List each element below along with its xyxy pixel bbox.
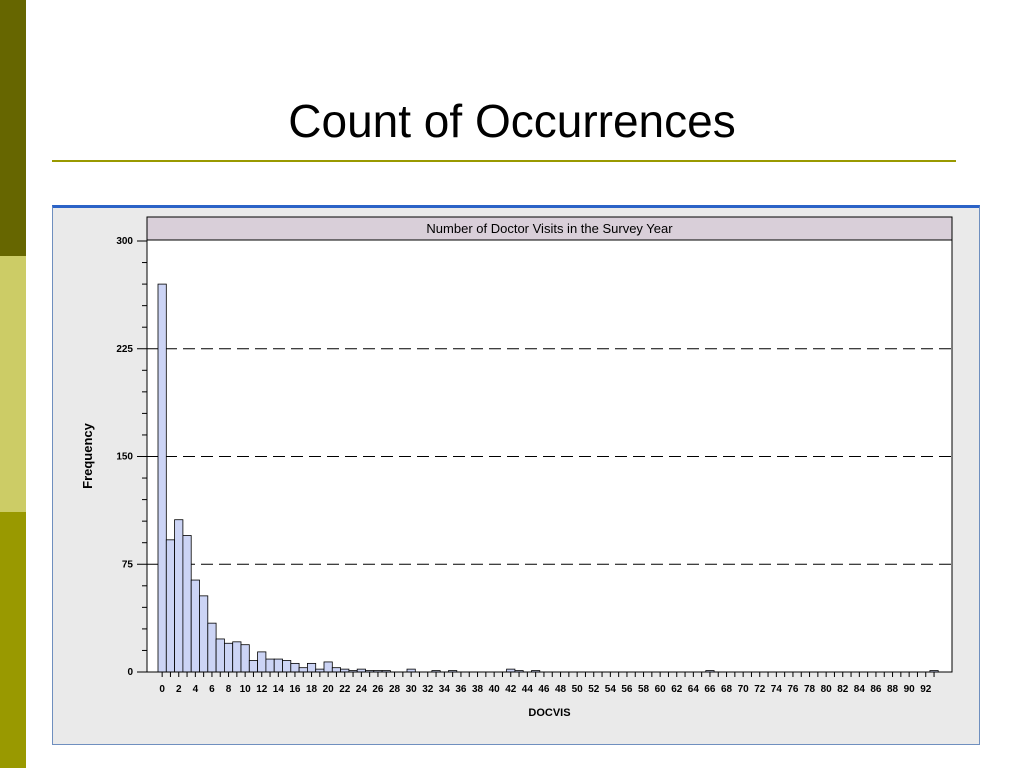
x-tick-label: 46 xyxy=(538,684,550,695)
x-tick-label: 22 xyxy=(339,684,351,695)
bar-docvis-5 xyxy=(199,595,209,673)
accent-band-middle xyxy=(0,256,26,512)
gridlines xyxy=(147,348,952,565)
x-tick-label: 20 xyxy=(323,684,335,695)
x-tick-label: 88 xyxy=(887,684,899,695)
y-tick-label: 75 xyxy=(122,559,134,570)
accent-band-top xyxy=(0,0,26,256)
bar-docvis-15 xyxy=(282,660,292,673)
x-tick-label: 82 xyxy=(837,684,849,695)
x-tick-label: 48 xyxy=(555,684,567,695)
bar-docvis-17 xyxy=(298,667,308,673)
accent-band-bottom xyxy=(0,512,26,768)
y-tick-label: 300 xyxy=(116,236,133,247)
x-tick-label: 62 xyxy=(671,684,683,695)
x-tick-label: 58 xyxy=(638,684,650,695)
x-tick-label: 24 xyxy=(356,684,368,695)
x-tick-label: 8 xyxy=(226,684,232,695)
x-tick-label: 26 xyxy=(372,684,384,695)
x-tick-label: 0 xyxy=(159,684,165,695)
y-axis-label: Frequency xyxy=(80,422,95,489)
slide-title: Count of Occurrences xyxy=(288,95,736,147)
y-tick-label: 150 xyxy=(116,452,133,463)
bar-docvis-6 xyxy=(207,622,217,673)
x-tick-label: 4 xyxy=(193,684,199,695)
bar-docvis-13 xyxy=(265,658,275,673)
x-tick-label: 50 xyxy=(572,684,584,695)
x-tick-label: 70 xyxy=(738,684,750,695)
bar-docvis-0 xyxy=(157,283,167,673)
x-tick-label: 6 xyxy=(209,684,215,695)
x-tick-label: 80 xyxy=(821,684,833,695)
x-tick-label: 92 xyxy=(920,684,932,695)
y-tick-label: 225 xyxy=(116,344,133,355)
bar-docvis-3 xyxy=(182,535,192,673)
title-underline xyxy=(52,160,956,162)
chart-title: Number of Doctor Visits in the Survey Ye… xyxy=(426,221,673,236)
x-tick-label: 32 xyxy=(422,684,434,695)
y-axis: 0 75 150 225 300 xyxy=(116,236,148,678)
x-tick-label: 40 xyxy=(489,684,501,695)
x-tick-label: 56 xyxy=(621,684,633,695)
bar-docvis-12 xyxy=(257,651,267,673)
bar-docvis-8 xyxy=(223,642,234,673)
x-tick-label: 60 xyxy=(655,684,667,695)
x-tick-label: 12 xyxy=(256,684,268,695)
bar-docvis-7 xyxy=(215,638,225,673)
x-tick-label: 76 xyxy=(787,684,799,695)
bar-docvis-20 xyxy=(323,661,333,673)
x-tick-label: 74 xyxy=(771,684,783,695)
x-tick-label: 72 xyxy=(754,684,766,695)
x-tick-label: 78 xyxy=(804,684,816,695)
x-tick-label: 42 xyxy=(505,684,517,695)
x-tick-label: 38 xyxy=(472,684,484,695)
x-tick-label: 52 xyxy=(588,684,600,695)
x-tick-label: 86 xyxy=(870,684,882,695)
x-tick-label: 90 xyxy=(904,684,916,695)
bars xyxy=(157,283,939,673)
x-tick-label: 18 xyxy=(306,684,318,695)
x-tick-label: 2 xyxy=(176,684,182,695)
bar-docvis-21 xyxy=(331,667,341,673)
plot-title-band xyxy=(146,216,953,241)
x-axis-label: DOCVIS xyxy=(528,707,570,719)
x-tick-label: 10 xyxy=(240,684,252,695)
x-tick-label: 64 xyxy=(688,684,700,695)
x-tick-label: 16 xyxy=(289,684,301,695)
bar-docvis-4 xyxy=(190,579,200,673)
x-tick-label: 36 xyxy=(455,684,467,695)
x-axis: 0 2 4 6 8 10 12 14 16 18 20 22 24 26 28 30 32 34 36 38 40 42 4… xyxy=(147,671,952,695)
bar-docvis-1 xyxy=(165,539,176,673)
y-tick-label: 0 xyxy=(127,667,133,678)
x-tick-label: 54 xyxy=(605,684,617,695)
bar-docvis-18 xyxy=(306,662,317,673)
x-tick-label: 28 xyxy=(389,684,401,695)
x-tick-label: 34 xyxy=(439,684,451,695)
x-tick-label: 68 xyxy=(721,684,733,695)
bar-docvis-2 xyxy=(174,519,184,673)
x-tick-label: 84 xyxy=(854,684,866,695)
x-tick-label: 66 xyxy=(704,684,716,695)
bar-docvis-9 xyxy=(232,641,242,673)
bar-docvis-16 xyxy=(290,662,300,673)
x-tick-label: 44 xyxy=(522,684,534,695)
bar-docvis-10 xyxy=(240,644,250,673)
x-tick-label: 30 xyxy=(406,684,418,695)
bar-docvis-14 xyxy=(273,658,283,673)
x-tick-label: 14 xyxy=(273,684,285,695)
bar-docvis-11 xyxy=(248,660,259,673)
